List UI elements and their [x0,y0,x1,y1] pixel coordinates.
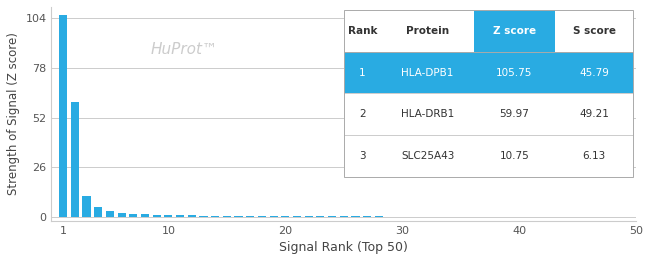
Text: Rank: Rank [348,26,378,36]
Bar [474,135,555,177]
Bar [344,135,382,177]
Bar [328,216,336,217]
Text: S score: S score [573,26,616,36]
Bar [344,52,382,93]
Bar [94,207,102,217]
Bar [176,215,184,217]
Text: HLA-DPB1: HLA-DPB1 [402,68,454,78]
Bar [382,52,474,93]
Bar [555,93,633,135]
Bar [555,135,633,177]
Bar [211,216,219,217]
Bar [141,214,149,217]
Text: 105.75: 105.75 [497,68,533,78]
Bar [200,216,207,217]
Text: SLC25A43: SLC25A43 [401,151,454,161]
Text: 6.13: 6.13 [582,151,606,161]
Text: 1: 1 [359,68,366,78]
Text: Protein: Protein [406,26,449,36]
Bar [164,215,172,217]
Bar [474,52,555,93]
Text: HuProt™: HuProt™ [151,42,218,57]
Bar [106,211,114,217]
Bar [474,93,555,135]
Bar [235,216,242,217]
Text: 2: 2 [359,109,366,119]
Bar [59,15,67,217]
Bar [118,213,125,217]
Bar [281,216,289,217]
Bar [344,93,382,135]
Text: 10.75: 10.75 [500,151,529,161]
Bar [71,102,79,217]
Text: Z score: Z score [493,26,536,36]
Bar [375,216,383,217]
Bar [153,215,161,217]
Bar [382,10,474,52]
Bar [188,215,196,217]
Bar [344,10,382,52]
Bar [340,216,348,217]
Y-axis label: Strength of Signal (Z score): Strength of Signal (Z score) [7,32,20,195]
Bar [555,10,633,52]
Bar [352,216,359,217]
Bar [317,216,324,217]
Text: HLA-DRB1: HLA-DRB1 [401,109,454,119]
Bar [382,93,474,135]
Bar [258,216,266,217]
Text: 45.79: 45.79 [579,68,609,78]
Bar [223,216,231,217]
Bar [344,10,633,177]
Bar [83,196,90,217]
X-axis label: Signal Rank (Top 50): Signal Rank (Top 50) [280,241,408,254]
Bar [382,135,474,177]
Bar [305,216,313,217]
Bar [555,52,633,93]
Bar [246,216,254,217]
Text: 49.21: 49.21 [579,109,609,119]
Text: 3: 3 [359,151,366,161]
Bar [129,214,137,217]
Bar [363,216,371,217]
Bar [270,216,278,217]
Text: 59.97: 59.97 [500,109,530,119]
Bar [293,216,301,217]
Bar [474,10,555,52]
